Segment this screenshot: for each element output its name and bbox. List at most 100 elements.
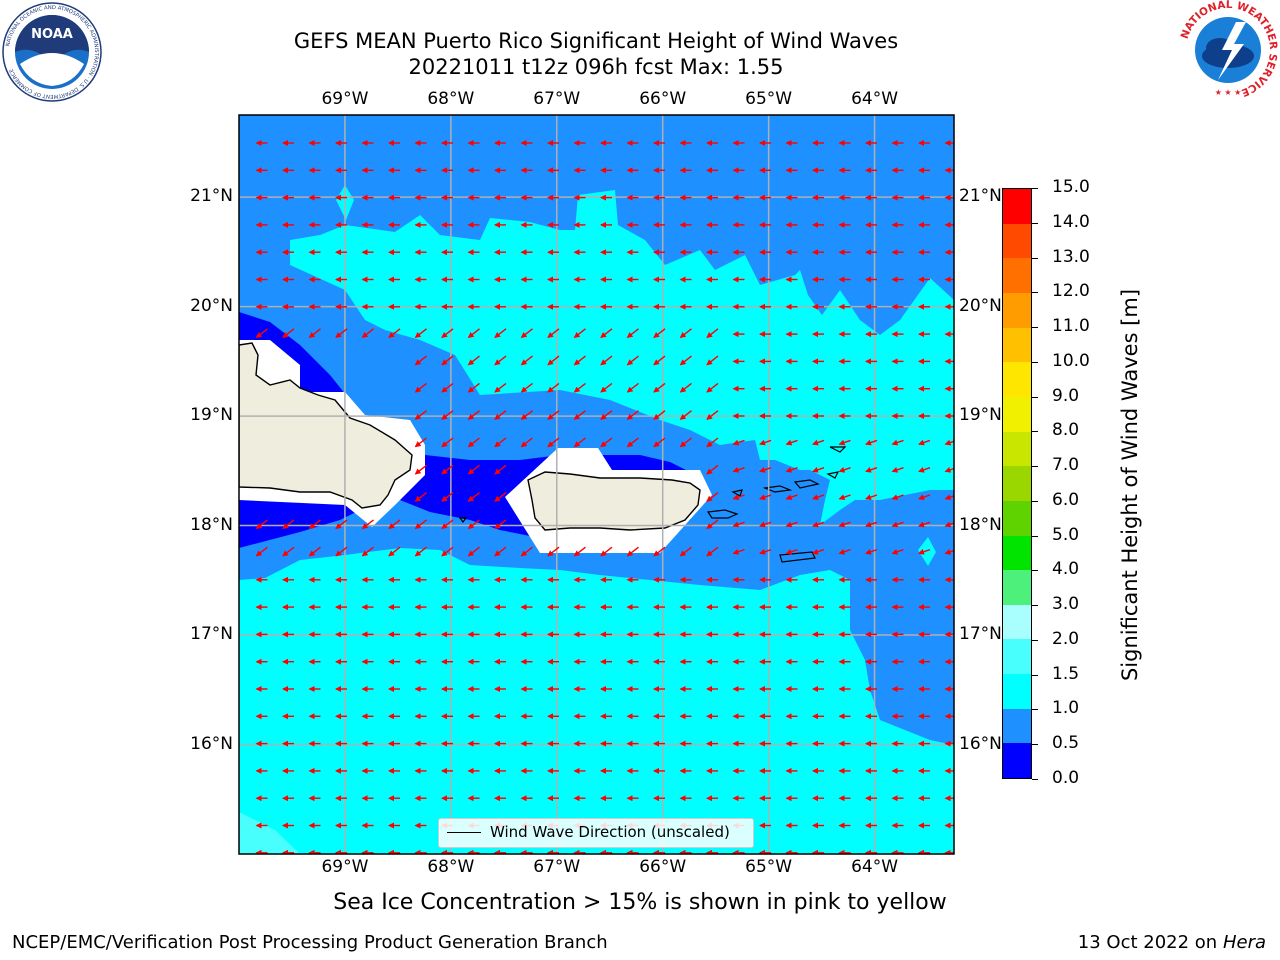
colorbar-tick-label: 2.0 [1052,628,1080,649]
wave-direction-arrow [679,382,692,393]
lon-label-bottom: 65°W [745,857,793,877]
wave-direction-arrow [573,437,586,448]
wave-direction-arrow [732,494,745,501]
wave-direction-arrow [812,439,825,446]
colorbar-tick-label: 6.0 [1052,489,1080,510]
wave-direction-arrow [255,546,268,557]
wave-direction-arrow [706,492,719,502]
wave-direction-arrow [679,410,692,420]
footer-branch: NCEP/EMC/Verification Post Processing Pr… [12,932,608,953]
wave-direction-arrow [494,328,507,339]
wave-direction-arrow [706,464,719,475]
wave-direction-arrow [494,546,507,557]
wave-direction-arrow [520,546,533,557]
wave-direction-arrow [308,519,321,530]
wave-direction-arrow [414,437,427,448]
wave-direction-arrow [759,494,772,501]
wave-direction-arrow [600,410,613,420]
colorbar-tick [1032,535,1038,537]
wave-direction-arrow [653,546,666,557]
wave-direction-arrow [812,467,825,473]
wave-direction-arrow [865,439,878,446]
wave-direction-arrow [414,382,427,393]
wave-direction-arrow [547,410,560,420]
colorbar-tick-label: 1.5 [1052,663,1080,684]
wave-direction-arrow [547,382,560,393]
colorbar-tick [1032,570,1038,572]
wave-direction-arrow [653,437,666,448]
wave-direction-arrow [759,439,772,446]
wave-direction-arrow [785,467,798,473]
wave-direction-arrow [838,439,851,446]
wave-direction-arrow [785,494,798,501]
wave-direction-arrow [918,467,931,473]
wave-direction-arrow [441,546,454,557]
wave-direction-arrow [441,437,454,448]
colorbar-tick-label: 7.0 [1052,455,1080,476]
wave-direction-arrow [838,521,851,528]
wave-direction-arrow [547,546,560,557]
wave-direction-arrow [706,437,719,448]
wave-direction-arrow [308,328,321,339]
wave-direction-arrow [626,382,639,393]
noaa-logo: NOAA NATIONAL OCEANIC AND ATMOSPHERIC AD… [2,2,102,102]
wave-direction-arrow [441,519,454,530]
colorbar-tick-label: 12.0 [1052,281,1090,302]
wave-direction-arrow [414,355,427,366]
wave-direction-arrow [520,382,533,393]
wave-direction-arrow [441,328,454,339]
colorbar-tick [1032,744,1038,746]
wave-direction-arrow [785,439,798,446]
lon-label-top: 64°W [851,89,899,109]
colorbar-segment [1003,466,1031,501]
wave-direction-arrow [441,382,454,393]
wave-direction-arrow [944,467,954,473]
colorbar-segment [1003,258,1031,294]
colorbar-tick [1032,500,1038,502]
noaa-logo-text: NOAA [31,27,73,42]
wave-direction-arrow [891,494,904,501]
colorbar-segment [1003,362,1031,397]
colorbar-tick-label: 0.0 [1052,768,1080,788]
wave-direction-arrow [467,355,480,366]
wave-direction-arrow [441,410,454,420]
wave-direction-arrow [282,546,295,557]
colorbar-tick [1032,188,1038,189]
colorbar-tick [1032,361,1038,363]
wave-direction-arrow [679,546,692,557]
wave-band-1.5-2.0 [239,812,300,854]
wave-direction-arrow [600,546,613,557]
wave-direction-arrow [308,546,321,557]
wave-direction-arrow [891,439,904,446]
wave-direction-arrow [573,410,586,420]
lon-label-bottom: 69°W [321,857,369,877]
wave-direction-arrow [626,546,639,557]
wave-direction-arrow [600,355,613,366]
colorbar-tick-label: 0.5 [1052,733,1080,754]
lon-label-top: 69°W [321,89,369,109]
wave-direction-arrow [361,328,374,339]
colorbar-tick [1032,257,1038,259]
wave-direction-arrow [626,410,639,420]
colorbar-tick [1032,431,1038,433]
wave-direction-arrow [944,521,954,528]
map-frame [238,114,955,855]
wave-direction-arrow [441,355,454,366]
lat-label-right: 16°N [959,733,1002,754]
wave-direction-arrow [891,521,904,528]
wave-direction-arrow [547,355,560,366]
wave-direction-arrow [732,521,745,528]
wave-direction-arrow [944,439,954,446]
wave-direction-arrow [520,410,533,420]
colorbar-tick [1032,674,1038,676]
lon-label-bottom: 66°W [639,857,687,877]
wave-direction-arrow [335,546,348,557]
wave-direction-arrow [520,437,533,448]
lat-label-left: 17°N [190,624,233,645]
wave-direction-arrow [573,546,586,557]
sea-ice-caption: Sea Ice Concentration > 15% is shown in … [333,890,947,915]
lat-label-right: 18°N [959,514,1002,535]
colorbar-segment [1003,674,1031,709]
